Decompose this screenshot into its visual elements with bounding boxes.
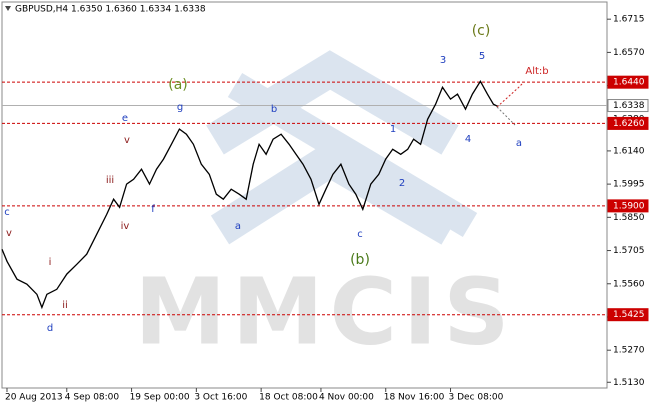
- wave-label: (a): [168, 77, 188, 93]
- forecast-line: [496, 83, 523, 108]
- wave-label: (b): [350, 252, 370, 268]
- x-tick-label: 20 Aug 2013: [5, 393, 63, 403]
- level-label: 1.6260: [613, 119, 645, 129]
- level-label: 1.5900: [613, 201, 645, 211]
- wave-label: f: [151, 204, 155, 215]
- y-tick-label: 1.5850: [613, 213, 645, 223]
- price-line: [1, 80, 498, 310]
- y-tick-label: 1.5995: [613, 180, 645, 190]
- wave-label: e: [122, 113, 128, 124]
- x-tick-label: 19 Sep 00:00: [130, 393, 190, 403]
- level-box: [607, 308, 649, 322]
- logo: [206, 50, 478, 245]
- wave-label: v: [6, 228, 12, 239]
- wave-label: 2: [399, 178, 405, 189]
- x-tick-label: 3 Oct 16:00: [194, 393, 247, 403]
- wave-label: b: [271, 104, 277, 115]
- logo-band: [227, 72, 478, 238]
- logo-chevron: [206, 50, 459, 155]
- watermark: MMCIS: [134, 258, 515, 365]
- x-tick-label: 4 Nov 00:00: [319, 393, 374, 403]
- wave-label: i: [49, 257, 52, 268]
- x-tick-label: 3 Dec 08:00: [449, 393, 504, 403]
- plot-frame: [1, 1, 608, 389]
- level-box: [607, 75, 649, 89]
- level-label: 1.6338: [613, 101, 645, 111]
- wave-label: a: [235, 221, 241, 232]
- wave-label: a: [516, 138, 522, 149]
- y-tick-label: 1.6140: [613, 146, 645, 156]
- wave-label: c: [4, 207, 10, 218]
- y-tick-label: 1.6570: [613, 48, 645, 58]
- y-tick-label: 1.6715: [613, 15, 645, 25]
- logo-chevron: [210, 140, 459, 245]
- wave-label: (c): [472, 23, 491, 39]
- y-tick-label: 1.5130: [613, 378, 645, 388]
- y-tick-label: 1.5560: [613, 279, 645, 289]
- wave-label: ii: [62, 300, 68, 311]
- wave-label: g: [177, 102, 183, 113]
- level-box: [607, 99, 649, 113]
- wave-label: d: [47, 323, 53, 334]
- wave-label: iv: [121, 221, 130, 232]
- menu-triangle: [5, 6, 11, 11]
- x-tick-label: 18 Nov 16:00: [384, 393, 445, 403]
- x-tick-label: 18 Oct 08:00: [259, 393, 318, 403]
- wave-label: iii: [106, 175, 114, 186]
- y-tick-label: 1.5705: [613, 246, 645, 256]
- x-tick-label: 4 Sep 08:00: [65, 393, 120, 403]
- wave-label: c: [357, 229, 363, 240]
- chart-title: GBPUSD,H4 1.6350 1.6360 1.6334 1.6338: [15, 5, 206, 15]
- level-box: [607, 199, 649, 213]
- wave-label: Alt:b: [525, 66, 548, 77]
- wave-label: 1: [390, 124, 396, 135]
- wave-label: v: [124, 135, 130, 146]
- y-tick-label: 1.5270: [613, 346, 645, 356]
- wave-label: 3: [440, 55, 446, 66]
- level-label: 1.6440: [613, 78, 645, 88]
- wave-label: 4: [465, 134, 471, 145]
- wave-label: 5: [479, 51, 485, 62]
- level-box: [607, 116, 649, 130]
- level-label: 1.5425: [613, 310, 645, 320]
- forecast-line: [496, 106, 516, 126]
